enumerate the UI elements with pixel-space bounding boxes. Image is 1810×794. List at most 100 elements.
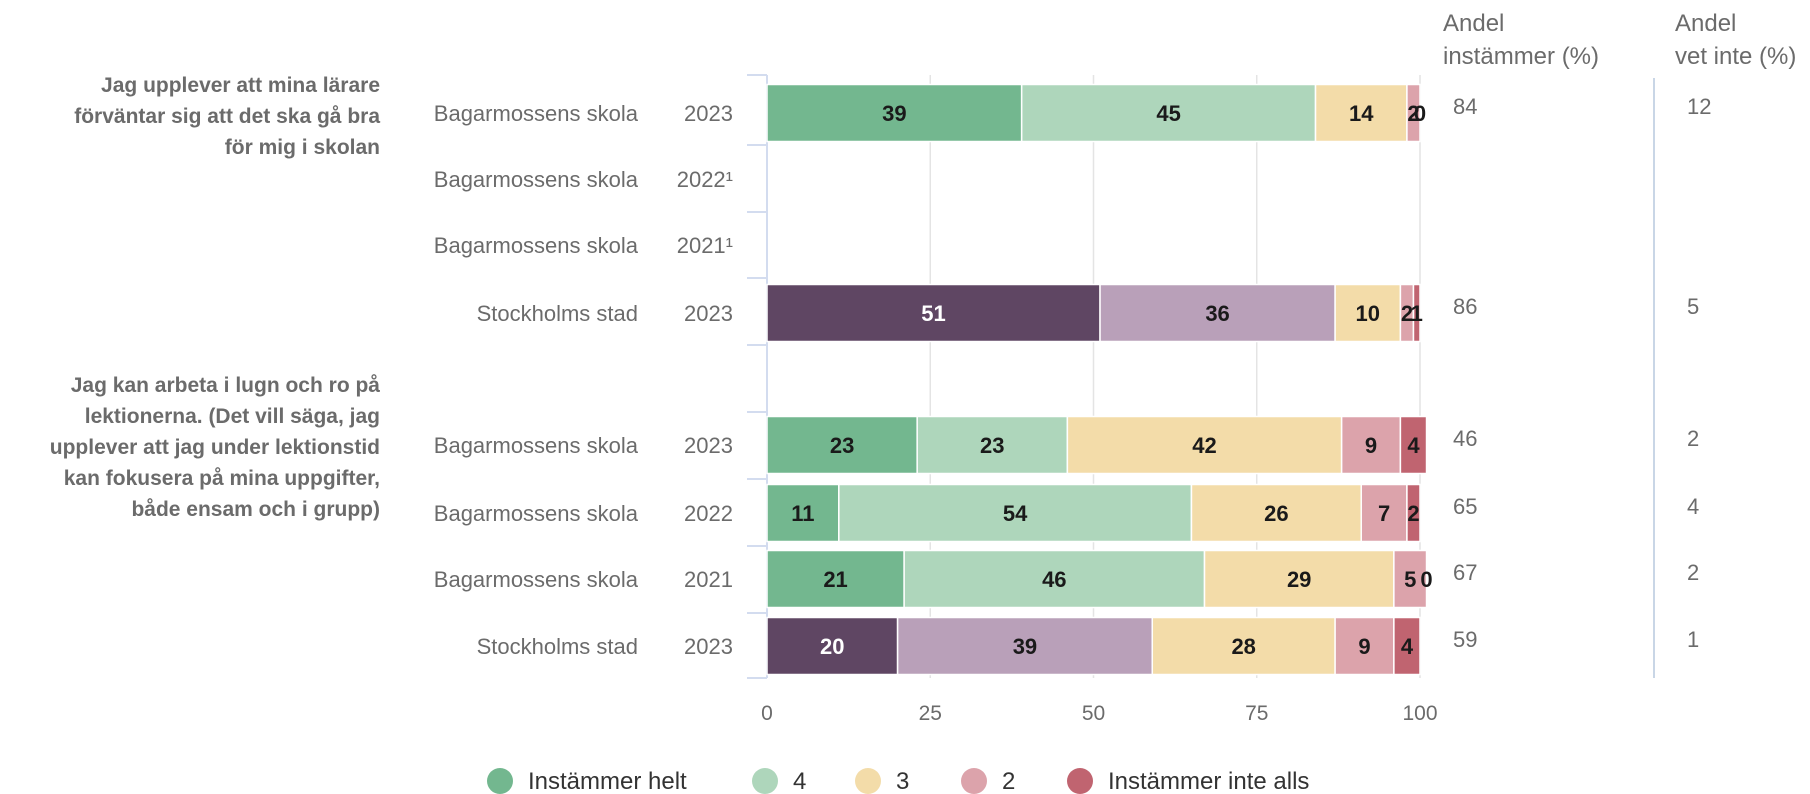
bar-value-label: 21 [823, 567, 847, 592]
bar-segment [766, 283, 1101, 343]
column-header: Andel [1443, 10, 1504, 37]
row-year-label: 2022 [684, 501, 733, 526]
bar-segment [766, 549, 905, 609]
row-name-label: Bagarmossens skola [434, 233, 639, 258]
question-label: förväntar sig att det ska gå bra [74, 105, 380, 128]
andel-vet-inte-value: 1 [1687, 627, 1699, 652]
bar-segment [1360, 483, 1408, 543]
bar-value-label: 54 [1003, 501, 1028, 526]
row-name-label: Bagarmossens skola [434, 433, 639, 458]
legend-label: 4 [793, 768, 806, 794]
row-name-label: Stockholms stad [477, 634, 638, 659]
bar-value-label: 7 [1378, 501, 1390, 526]
row-name-label: Bagarmossens skola [434, 101, 639, 126]
bar-segment [1406, 483, 1421, 543]
bar-segment [1406, 83, 1421, 143]
bar-value-label: 36 [1205, 301, 1229, 326]
x-tick-label: 100 [1402, 702, 1437, 725]
column-header: instämmer (%) [1443, 43, 1599, 70]
bar-value-label: 9 [1358, 634, 1370, 659]
question-label: upplever att jag under lektionstid [50, 436, 380, 459]
bar-segment [766, 83, 1023, 143]
question-label: lektionerna. (Det vill säga, jag [85, 405, 380, 428]
bar-segment [916, 415, 1069, 475]
legend-label: Instämmer inte alls [1108, 768, 1309, 794]
bar-segment [766, 616, 899, 676]
bar-segment [1393, 549, 1428, 609]
bar-segment [903, 549, 1206, 609]
andel-instammer-value: 46 [1453, 426, 1477, 451]
andel-instammer-value: 65 [1453, 494, 1477, 519]
bar-value-label: 51 [921, 301, 945, 326]
bar-value-label: 4 [1401, 634, 1414, 659]
legend-marker [855, 768, 881, 794]
row-year-label: 2023 [684, 433, 733, 458]
bar-value-label: 42 [1192, 433, 1216, 458]
bar-value-label: 9 [1365, 433, 1377, 458]
bar-segment [896, 616, 1154, 676]
legend-label: 3 [896, 768, 909, 794]
bar-value-label: 2 [1401, 301, 1413, 326]
x-tick-label: 75 [1245, 702, 1268, 725]
bar-segment [1334, 616, 1395, 676]
row-year-label: 2023 [684, 101, 733, 126]
bar-value-label: 5 [1404, 567, 1416, 592]
bar-value-label: 2 [1407, 501, 1419, 526]
bar-segment [1340, 415, 1402, 475]
column-header: Andel [1675, 10, 1736, 37]
bar-value-label: 26 [1264, 501, 1288, 526]
bar-value-label: 23 [980, 433, 1004, 458]
bar-value-label: 1 [1411, 301, 1423, 326]
bar-segment [1399, 415, 1428, 475]
question-label: Jag kan arbeta i lugn och ro på [71, 374, 381, 397]
row-year-label: 2023 [684, 301, 733, 326]
bar-value-label: 29 [1287, 567, 1311, 592]
bar-segment [1020, 83, 1317, 143]
x-tick-label: 25 [919, 702, 942, 725]
bar-segment [1203, 549, 1395, 609]
andel-vet-inte-value: 2 [1687, 426, 1699, 451]
bar-value-label: 39 [882, 101, 906, 126]
bar-segment [1314, 83, 1408, 143]
question-label: för mig i skolan [225, 136, 380, 159]
andel-vet-inte-value: 2 [1687, 560, 1699, 585]
legend-marker [487, 768, 513, 794]
andel-vet-inte-value: 12 [1687, 94, 1711, 119]
x-tick-label: 50 [1082, 702, 1105, 725]
bar-segment [1393, 616, 1421, 676]
bar-segment [1151, 616, 1336, 676]
bar-value-label: 11 [791, 501, 814, 526]
row-name-label: Stockholms stad [477, 301, 638, 326]
bar-value-label: 39 [1013, 634, 1037, 659]
row-year-label: 2022¹ [677, 167, 733, 192]
legend-marker [1067, 768, 1093, 794]
bar-segment [1066, 415, 1343, 475]
bar-value-label: 14 [1349, 101, 1374, 126]
bar-value-label: 10 [1356, 301, 1380, 326]
question-label: både ensam och i grupp) [131, 498, 380, 521]
andel-instammer-value: 86 [1453, 294, 1477, 319]
bar-value-label: 45 [1156, 101, 1180, 126]
question-label: kan fokusera på mina uppgifter, [64, 467, 380, 490]
andel-instammer-value: 84 [1453, 94, 1477, 119]
row-year-label: 2021¹ [677, 233, 733, 258]
legend-marker [961, 768, 987, 794]
column-header: vet inte (%) [1675, 43, 1796, 70]
bar-segment [1099, 283, 1336, 343]
bar-value-label: 23 [830, 433, 854, 458]
andel-vet-inte-value: 4 [1687, 494, 1699, 519]
row-name-label: Bagarmossens skola [434, 567, 639, 592]
andel-vet-inte-value: 5 [1687, 294, 1699, 319]
x-tick-label: 0 [761, 702, 773, 725]
andel-instammer-value: 67 [1453, 560, 1477, 585]
row-name-label: Bagarmossens skola [434, 501, 639, 526]
bar-segment [1412, 283, 1421, 343]
legend-label: Instämmer helt [528, 768, 687, 794]
bar-value-label: 4 [1407, 433, 1420, 458]
bar-value-label: 46 [1042, 567, 1066, 592]
question-label: Jag upplever att mina lärare [101, 74, 380, 97]
andel-instammer-value: 59 [1453, 627, 1477, 652]
bar-value-label: 0 [1414, 101, 1426, 126]
bar-segment [1190, 483, 1362, 543]
